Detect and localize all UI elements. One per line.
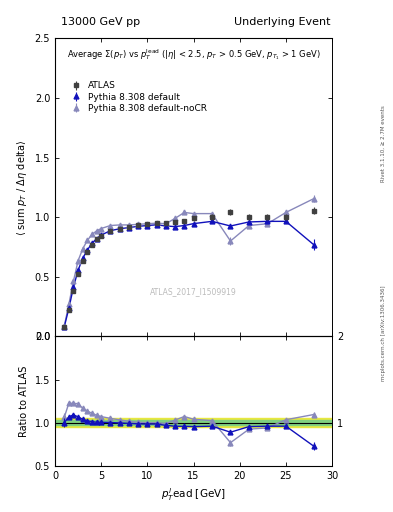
Text: ATLAS_2017_I1509919: ATLAS_2017_I1509919 <box>150 287 237 296</box>
Text: mcplots.cern.ch [arXiv:1306.3436]: mcplots.cern.ch [arXiv:1306.3436] <box>381 285 386 380</box>
Text: 13000 GeV pp: 13000 GeV pp <box>61 17 140 27</box>
X-axis label: $p_T^l{\rm ead}$ [GeV]: $p_T^l{\rm ead}$ [GeV] <box>161 486 226 503</box>
Text: Underlying Event: Underlying Event <box>233 17 330 27</box>
Y-axis label: $\langle$ sum $p_T$ / $\Delta\eta$ delta$\rangle$: $\langle$ sum $p_T$ / $\Delta\eta$ delta… <box>15 139 29 236</box>
Text: Rivet 3.1.10, ≥ 2.7M events: Rivet 3.1.10, ≥ 2.7M events <box>381 105 386 182</box>
Y-axis label: Ratio to ATLAS: Ratio to ATLAS <box>19 366 29 437</box>
Bar <box>55 420 332 425</box>
Bar <box>55 418 332 427</box>
Legend: ATLAS, Pythia 8.308 default, Pythia 8.308 default-noCR: ATLAS, Pythia 8.308 default, Pythia 8.30… <box>65 79 209 116</box>
Text: Average $\Sigma(p_T)$ vs $p_T^{\rm lead}$ ($|\eta|$ < 2.5, $p_T$ > 0.5 GeV, $p_{: Average $\Sigma(p_T)$ vs $p_T^{\rm lead}… <box>66 47 321 62</box>
